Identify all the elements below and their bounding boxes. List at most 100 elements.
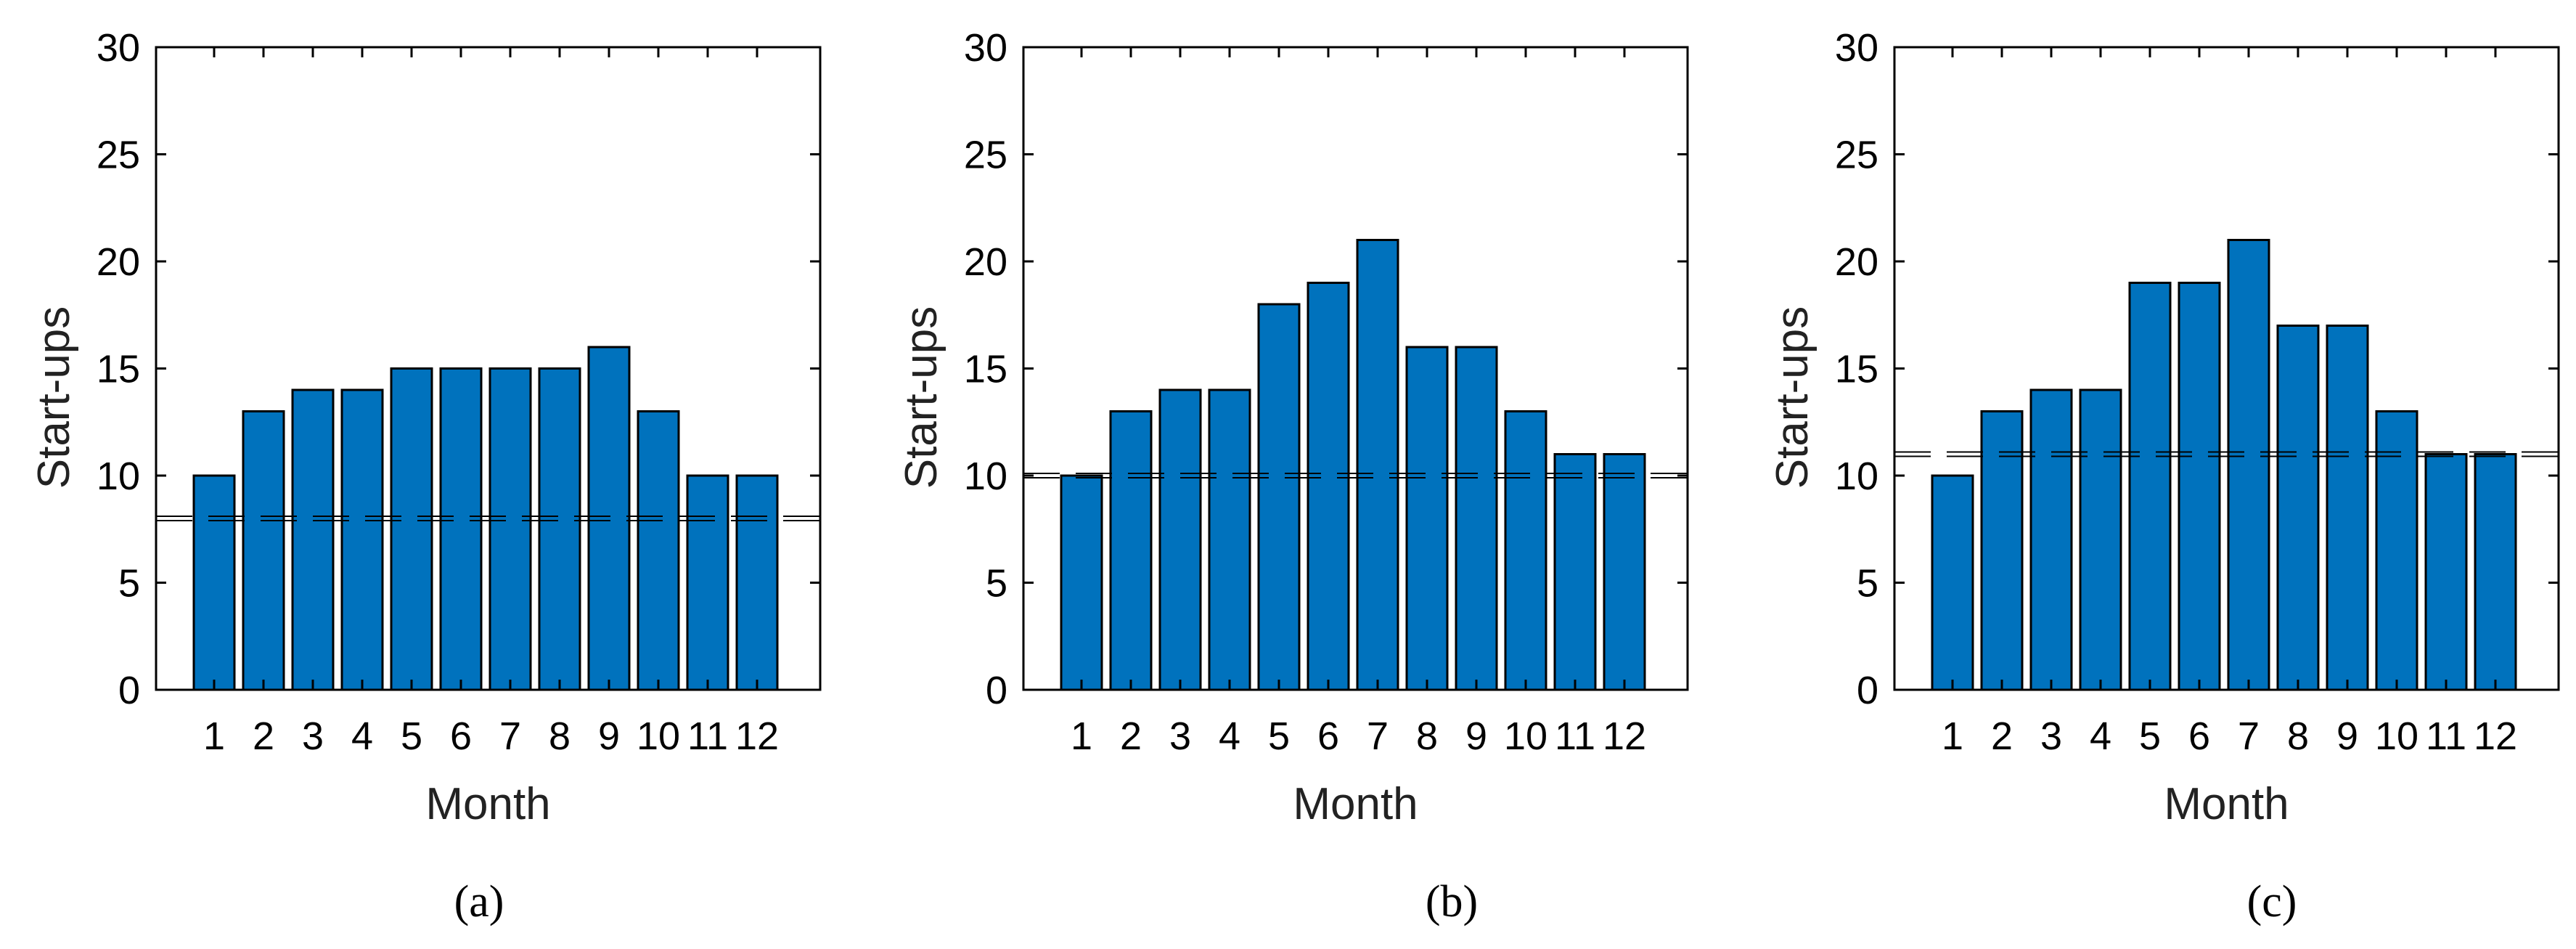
y-tick-label: 30 bbox=[97, 26, 140, 70]
x-tick-label: 10 bbox=[1504, 714, 1547, 758]
x-tick-label: 1 bbox=[1071, 714, 1092, 758]
bar-month-10 bbox=[637, 410, 680, 691]
y-axis-label: Start-ups bbox=[29, 306, 79, 489]
x-tick-label: 7 bbox=[2238, 714, 2260, 758]
x-tick-label: 2 bbox=[253, 714, 274, 758]
bar-month-2 bbox=[1980, 410, 2024, 691]
x-tick-label: 1 bbox=[203, 714, 225, 758]
bar-month-5 bbox=[2128, 282, 2172, 691]
x-tick-label: 11 bbox=[687, 714, 728, 758]
y-tick-label: 25 bbox=[97, 134, 140, 177]
y-tick-label: 0 bbox=[118, 669, 140, 712]
bar-month-9 bbox=[587, 346, 631, 691]
bar-month-3 bbox=[2029, 388, 2073, 691]
bar-month-10 bbox=[1504, 410, 1547, 691]
bar-month-9 bbox=[1455, 346, 1498, 691]
panel-caption: (a) bbox=[454, 877, 504, 926]
panel-caption: (b) bbox=[1426, 877, 1478, 926]
y-tick-label: 0 bbox=[986, 669, 1007, 712]
y-tick-label: 10 bbox=[97, 455, 140, 498]
y-tick-label: 30 bbox=[964, 26, 1007, 70]
y-tick-label: 20 bbox=[97, 240, 140, 284]
x-tick-label: 2 bbox=[1991, 714, 2013, 758]
x-tick-label: 3 bbox=[2040, 714, 2062, 758]
y-tick-label: 5 bbox=[1857, 562, 1878, 606]
x-tick-label: 12 bbox=[735, 714, 779, 758]
y-tick-label: 20 bbox=[1835, 240, 1878, 284]
x-tick-label: 6 bbox=[2188, 714, 2210, 758]
x-tick-label: 9 bbox=[598, 714, 620, 758]
x-tick-label: 5 bbox=[401, 714, 422, 758]
x-tick-label: 10 bbox=[2375, 714, 2418, 758]
x-tick-label: 6 bbox=[450, 714, 472, 758]
y-tick-label: 10 bbox=[964, 455, 1007, 498]
bar-month-9 bbox=[2326, 325, 2369, 691]
y-tick-label: 20 bbox=[964, 240, 1007, 284]
y-tick-label: 5 bbox=[118, 562, 140, 606]
y-tick-label: 25 bbox=[1835, 134, 1878, 177]
y-tick-label: 15 bbox=[97, 348, 140, 391]
bar-month-11 bbox=[1553, 453, 1597, 691]
x-tick-label: 7 bbox=[1367, 714, 1389, 758]
y-tick-label: 15 bbox=[964, 348, 1007, 391]
x-tick-label: 5 bbox=[1268, 714, 1290, 758]
y-axis-label: Start-ups bbox=[896, 306, 946, 489]
x-tick-label: 9 bbox=[1465, 714, 1487, 758]
bar-month-3 bbox=[291, 388, 335, 691]
bar-month-10 bbox=[2375, 410, 2418, 691]
x-tick-label: 3 bbox=[302, 714, 324, 758]
y-tick-label: 30 bbox=[1835, 26, 1878, 70]
x-tick-label: 7 bbox=[499, 714, 521, 758]
bar-month-2 bbox=[242, 410, 285, 691]
bar-month-2 bbox=[1109, 410, 1153, 691]
bar-month-1 bbox=[1060, 474, 1103, 691]
bar-month-5 bbox=[390, 367, 433, 691]
x-tick-label: 12 bbox=[2474, 714, 2517, 758]
x-axis-label: Month bbox=[2164, 779, 2289, 829]
bar-month-6 bbox=[439, 367, 483, 691]
x-tick-label: 5 bbox=[2139, 714, 2161, 758]
bar-month-12 bbox=[2474, 453, 2517, 691]
bar-month-7 bbox=[2227, 239, 2270, 691]
bar-month-12 bbox=[1603, 453, 1646, 691]
x-tick-label: 9 bbox=[2336, 714, 2358, 758]
panel-caption: (c) bbox=[2247, 877, 2297, 926]
bar-month-8 bbox=[2276, 325, 2320, 691]
bar-month-11 bbox=[686, 474, 729, 691]
bar-month-11 bbox=[2424, 453, 2468, 691]
bar-month-12 bbox=[735, 474, 779, 691]
bar-month-3 bbox=[1158, 388, 1202, 691]
x-tick-label: 4 bbox=[1219, 714, 1240, 758]
y-tick-label: 5 bbox=[986, 562, 1007, 606]
x-tick-label: 3 bbox=[1169, 714, 1191, 758]
y-tick-label: 10 bbox=[1835, 455, 1878, 498]
x-tick-label: 12 bbox=[1603, 714, 1646, 758]
y-tick-label: 25 bbox=[964, 134, 1007, 177]
bar-month-1 bbox=[192, 474, 236, 691]
bar-month-4 bbox=[340, 388, 384, 691]
x-tick-label: 4 bbox=[2090, 714, 2111, 758]
bar-month-7 bbox=[488, 367, 532, 691]
x-tick-label: 4 bbox=[351, 714, 373, 758]
bar-month-8 bbox=[538, 367, 581, 691]
x-axis-label: Month bbox=[425, 779, 550, 829]
y-axis-label: Start-ups bbox=[1767, 306, 1817, 489]
bar-month-6 bbox=[2178, 282, 2221, 691]
x-tick-label: 8 bbox=[549, 714, 571, 758]
x-axis-label: Month bbox=[1293, 779, 1418, 829]
x-tick-label: 10 bbox=[637, 714, 680, 758]
bar-month-5 bbox=[1257, 303, 1301, 691]
x-tick-label: 11 bbox=[1555, 714, 1595, 758]
bar-month-4 bbox=[1208, 388, 1251, 691]
bar-month-8 bbox=[1405, 346, 1449, 691]
x-tick-label: 8 bbox=[2287, 714, 2309, 758]
x-tick-label: 8 bbox=[1416, 714, 1438, 758]
x-tick-label: 11 bbox=[2426, 714, 2466, 758]
x-tick-label: 1 bbox=[1942, 714, 1963, 758]
x-tick-label: 2 bbox=[1120, 714, 1142, 758]
x-tick-label: 6 bbox=[1317, 714, 1339, 758]
bar-month-1 bbox=[1931, 474, 1974, 691]
